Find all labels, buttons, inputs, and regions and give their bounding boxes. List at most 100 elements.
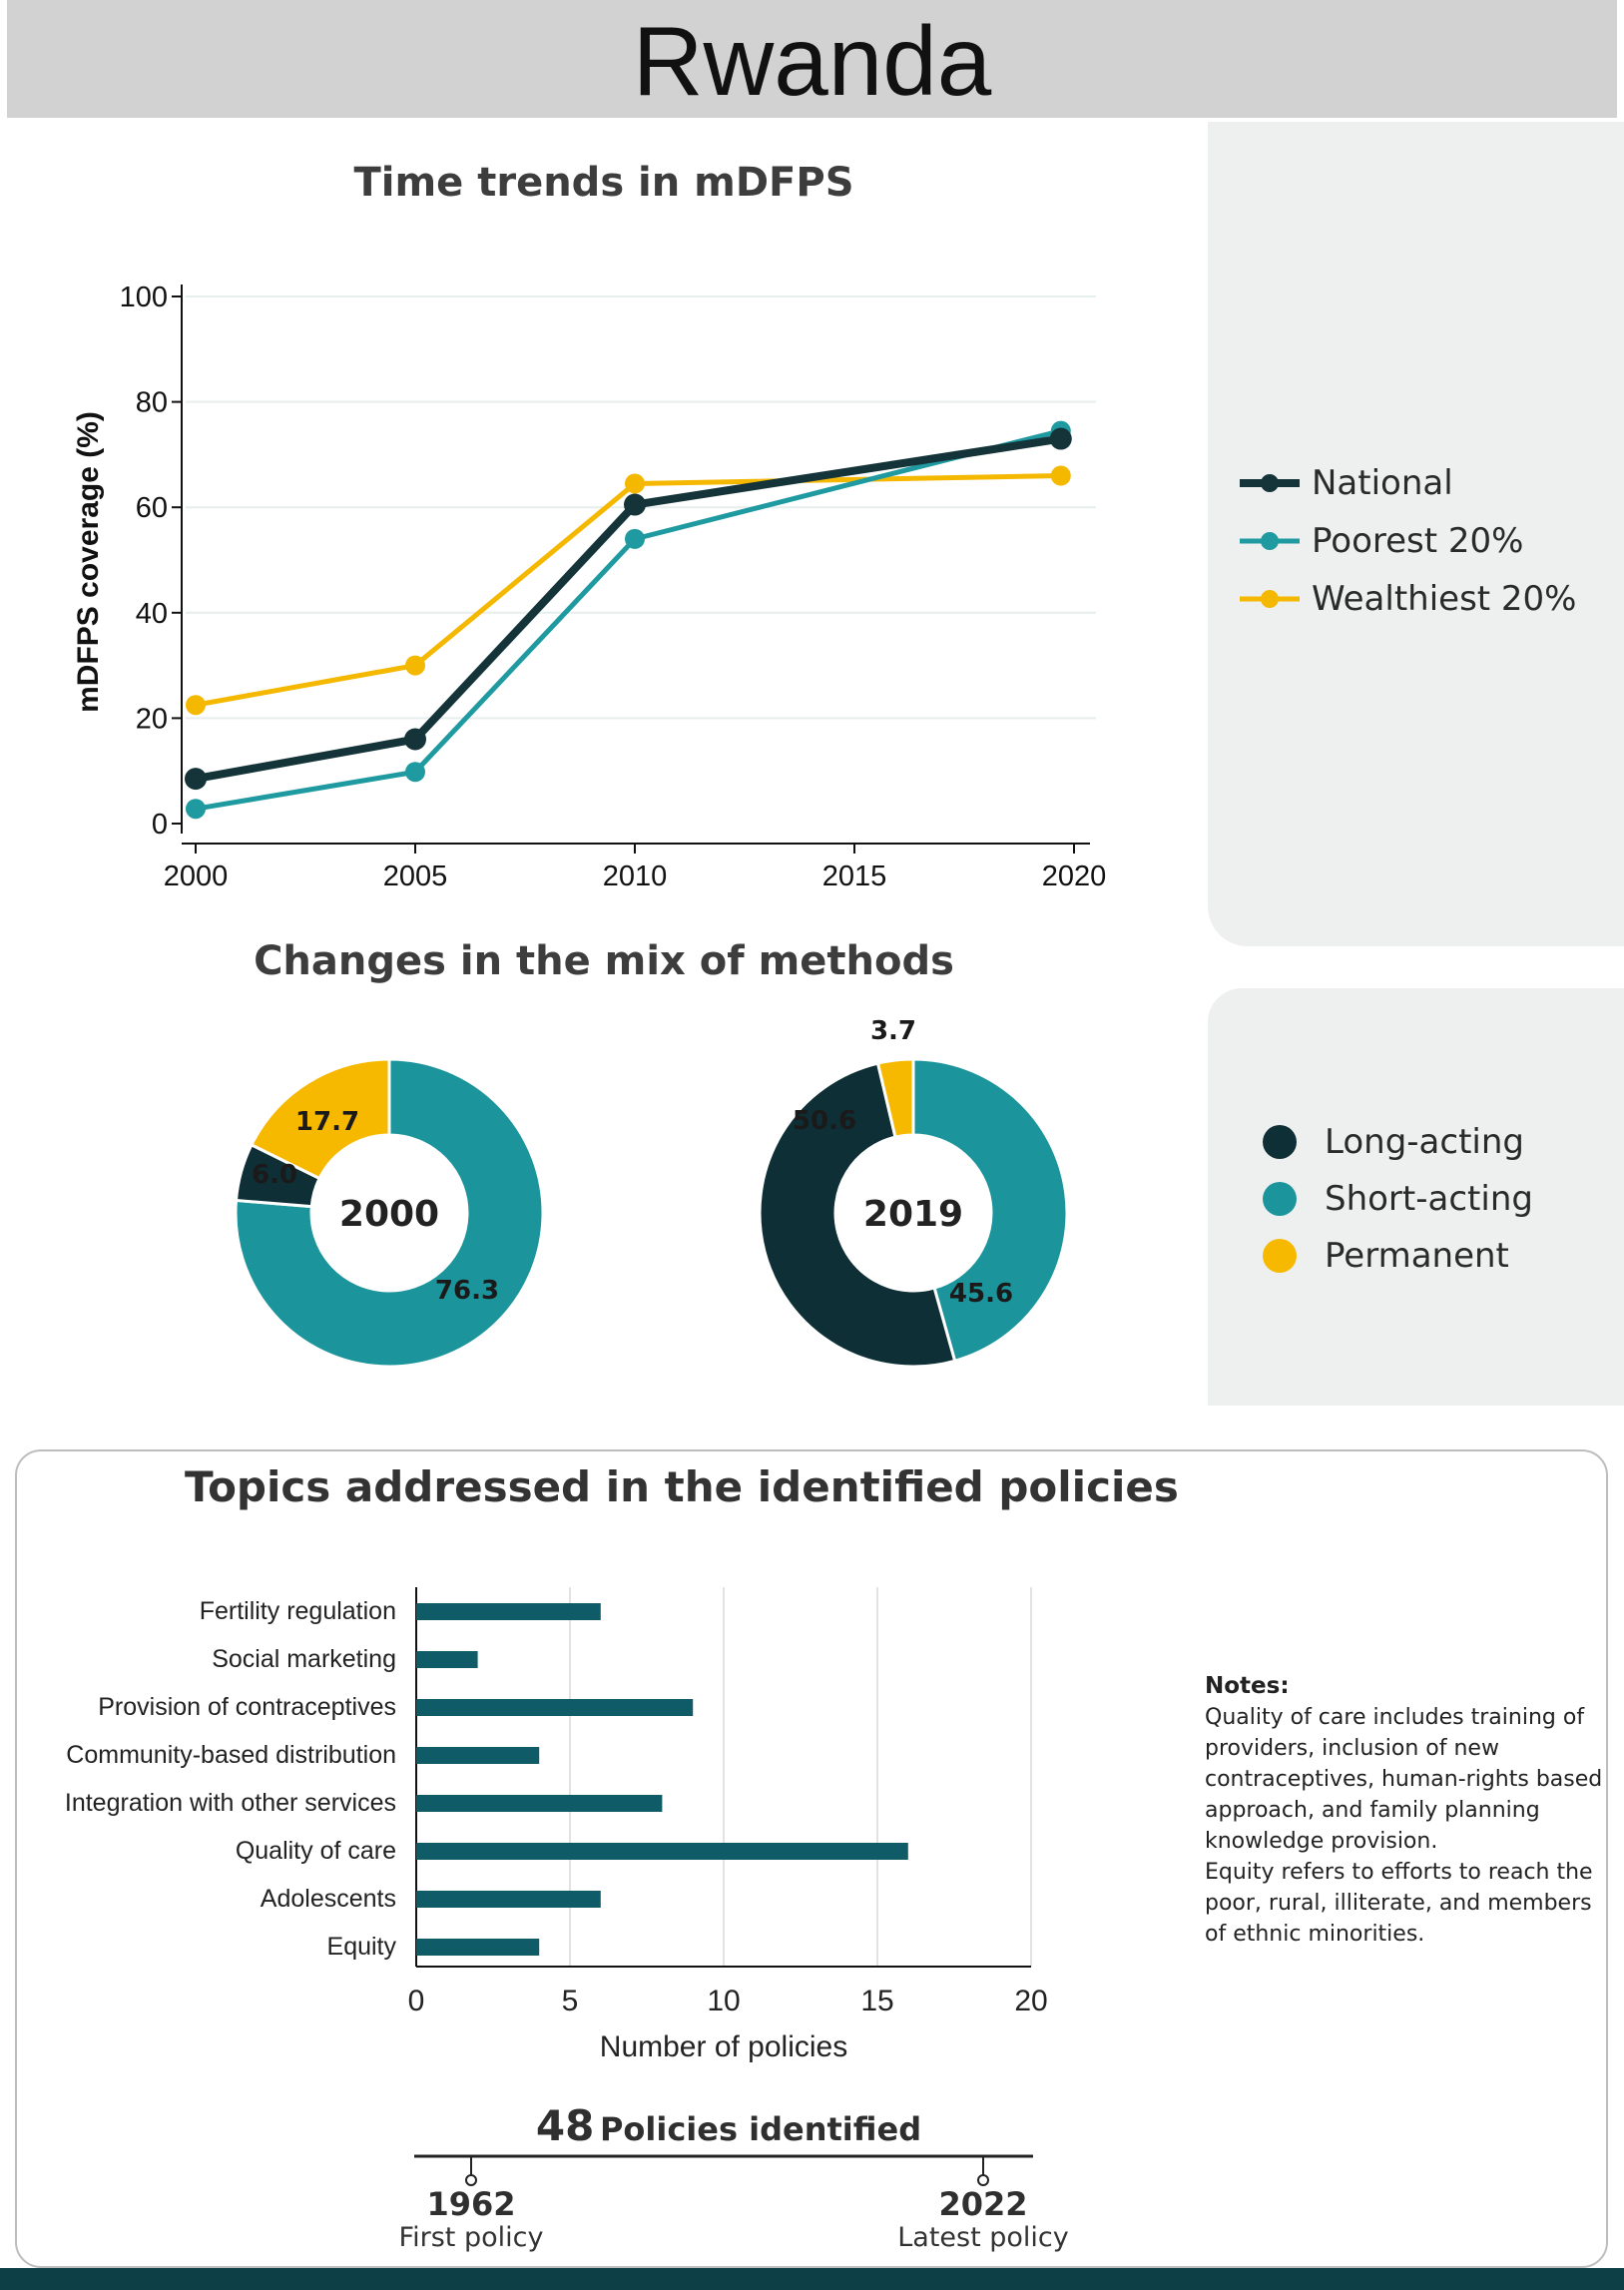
methods-legend: Long-acting Short-acting Permanent: [1263, 1113, 1612, 1284]
line-legend: National Poorest 20% Wealthiest 20%: [1238, 454, 1617, 628]
category-label: Fertility regulation: [200, 1597, 396, 1625]
first-policy-label: First policy: [398, 2222, 544, 2253]
slice-short_acting: [911, 1057, 1069, 1364]
timeline-marker-first: [465, 2174, 477, 2186]
legend-swatch-poorest: [1240, 532, 1300, 550]
slice-short_acting: [234, 1057, 545, 1369]
y-tick-label: 20: [136, 703, 168, 735]
series-line-wealthiest: [195, 473, 1061, 708]
notes-line: contraceptives, human-rights based: [1205, 1767, 1603, 1792]
slice-permanent: [249, 1057, 391, 1181]
x-tick-label: 10: [707, 1985, 740, 2017]
x-tick-label: 5: [562, 1985, 579, 2017]
policy-timeline: [414, 2154, 1033, 2186]
x-tick-label: 2015: [822, 860, 887, 892]
x-tick-label: 2005: [383, 860, 448, 892]
legend-swatch-wealthiest: [1240, 590, 1300, 608]
slice-value-label: 50.6: [793, 1106, 856, 1136]
y-tick-label: 100: [120, 282, 168, 313]
bar-chart: Fertility regulation Social marketing Prov…: [65, 1587, 1048, 2063]
timeline-marker-latest: [977, 2174, 989, 2186]
slice-value-label: 17.7: [295, 1107, 359, 1137]
point-wealthiest: [1050, 465, 1071, 486]
legend-label: Wealthiest 20%: [1312, 579, 1577, 619]
notes-line: Quality of care includes training of: [1205, 1705, 1585, 1730]
legend-item-short_acting: Short-acting: [1263, 1170, 1612, 1227]
slice-permanent: [875, 1057, 915, 1139]
x-tick-label: 2010: [603, 860, 668, 892]
title-banner: [7, 0, 1617, 118]
bar: [416, 1795, 663, 1812]
notes-line: approach, and family planning: [1205, 1798, 1540, 1823]
category-label: Adolescents: [261, 1885, 396, 1913]
bar-chart-category-labels: Fertility regulation Social marketing Prov…: [65, 1597, 397, 1961]
first-policy: 1962 First policy: [371, 2186, 571, 2254]
bar-chart-bars: [416, 1603, 908, 1956]
line-chart-gridlines: [186, 295, 1096, 720]
latest-policy-label: Latest policy: [897, 2222, 1069, 2253]
bar: [416, 1651, 478, 1668]
category-label: Equity: [327, 1933, 397, 1961]
donut-center-label: 2019: [863, 1194, 963, 1235]
bar: [416, 1699, 694, 1716]
donut-2000: 2000 76.3 6.0 17.7: [234, 1057, 545, 1369]
legend-dot-long_acting: [1263, 1124, 1297, 1159]
bar: [416, 1843, 908, 1860]
legend-dot-short_acting: [1263, 1181, 1297, 1216]
policies-count-line: 48 Policies identified: [419, 2101, 1038, 2150]
policies-count-label: Policies identified: [599, 2110, 922, 2148]
legend-item-wealthiest: Wealthiest 20%: [1238, 570, 1617, 628]
y-tick-label: 40: [136, 598, 168, 630]
legend-swatch-national: [1240, 474, 1300, 492]
point-poorest: [405, 762, 425, 783]
legend-label: Permanent: [1325, 1235, 1509, 1276]
notes: Notes: Quality of care includes training…: [1205, 1671, 1604, 1950]
footer-bar: [0, 2268, 1624, 2290]
x-tick-label: 15: [860, 1985, 893, 2017]
x-tick-label: 20: [1014, 1985, 1047, 2017]
point-national: [624, 493, 646, 516]
notes-line: poor, rural, illiterate, and members: [1205, 1891, 1592, 1916]
y-tick-label: 80: [136, 387, 168, 419]
latest-policy: 2022 Latest policy: [873, 2186, 1093, 2254]
line-chart-title: Time trends in mDFPS: [353, 160, 854, 206]
point-poorest: [625, 528, 645, 549]
bar: [416, 1939, 540, 1956]
slice-long_acting: [758, 1061, 957, 1369]
category-label: Community-based distribution: [66, 1741, 396, 1769]
y-tick-label: 60: [136, 492, 168, 524]
notes-heading: Notes:: [1205, 1673, 1290, 1699]
point-national: [1049, 427, 1072, 450]
x-tick-label: 2020: [1042, 860, 1107, 892]
category-label: Integration with other services: [65, 1789, 396, 1817]
legend-label: Poorest 20%: [1312, 521, 1524, 561]
point-wealthiest: [405, 655, 425, 676]
point-poorest: [186, 799, 206, 820]
line-chart-series: [185, 420, 1072, 820]
legend-label: Short-acting: [1325, 1178, 1533, 1219]
category-label: Social marketing: [212, 1645, 396, 1673]
x-tick-label: 0: [408, 1985, 425, 2017]
series-line-poorest: [195, 428, 1062, 812]
slice-value-label: 6.0: [252, 1160, 297, 1190]
legend-label: National: [1312, 463, 1453, 503]
page-title: Rwanda: [632, 6, 992, 116]
line-chart-ylabel: mDFPS coverage (%): [72, 411, 105, 713]
legend-item-poorest: Poorest 20%: [1238, 512, 1617, 570]
latest-policy-year: 2022: [938, 2185, 1028, 2223]
legend-label: Long-acting: [1325, 1121, 1524, 1162]
line-legend-panel: [1208, 122, 1624, 946]
point-national: [404, 728, 426, 751]
bar: [416, 1891, 601, 1908]
legend-dot-permanent: [1263, 1238, 1297, 1273]
point-wealthiest: [625, 473, 645, 494]
slice-value-label: 45.6: [949, 1279, 1013, 1309]
donut-section-title: Changes in the mix of methods: [254, 938, 954, 984]
bar-chart-title: Topics addressed in the identified polic…: [185, 1462, 1179, 1511]
slice-value-label: 3.7: [869, 1016, 917, 1046]
point-national: [185, 768, 207, 791]
notes-line: of ethnic minorities.: [1205, 1922, 1425, 1947]
legend-item-national: National: [1238, 454, 1617, 512]
policies-count: 48: [535, 2101, 595, 2150]
donut-2019: 2019 45.6 50.6: [758, 1057, 1069, 1369]
